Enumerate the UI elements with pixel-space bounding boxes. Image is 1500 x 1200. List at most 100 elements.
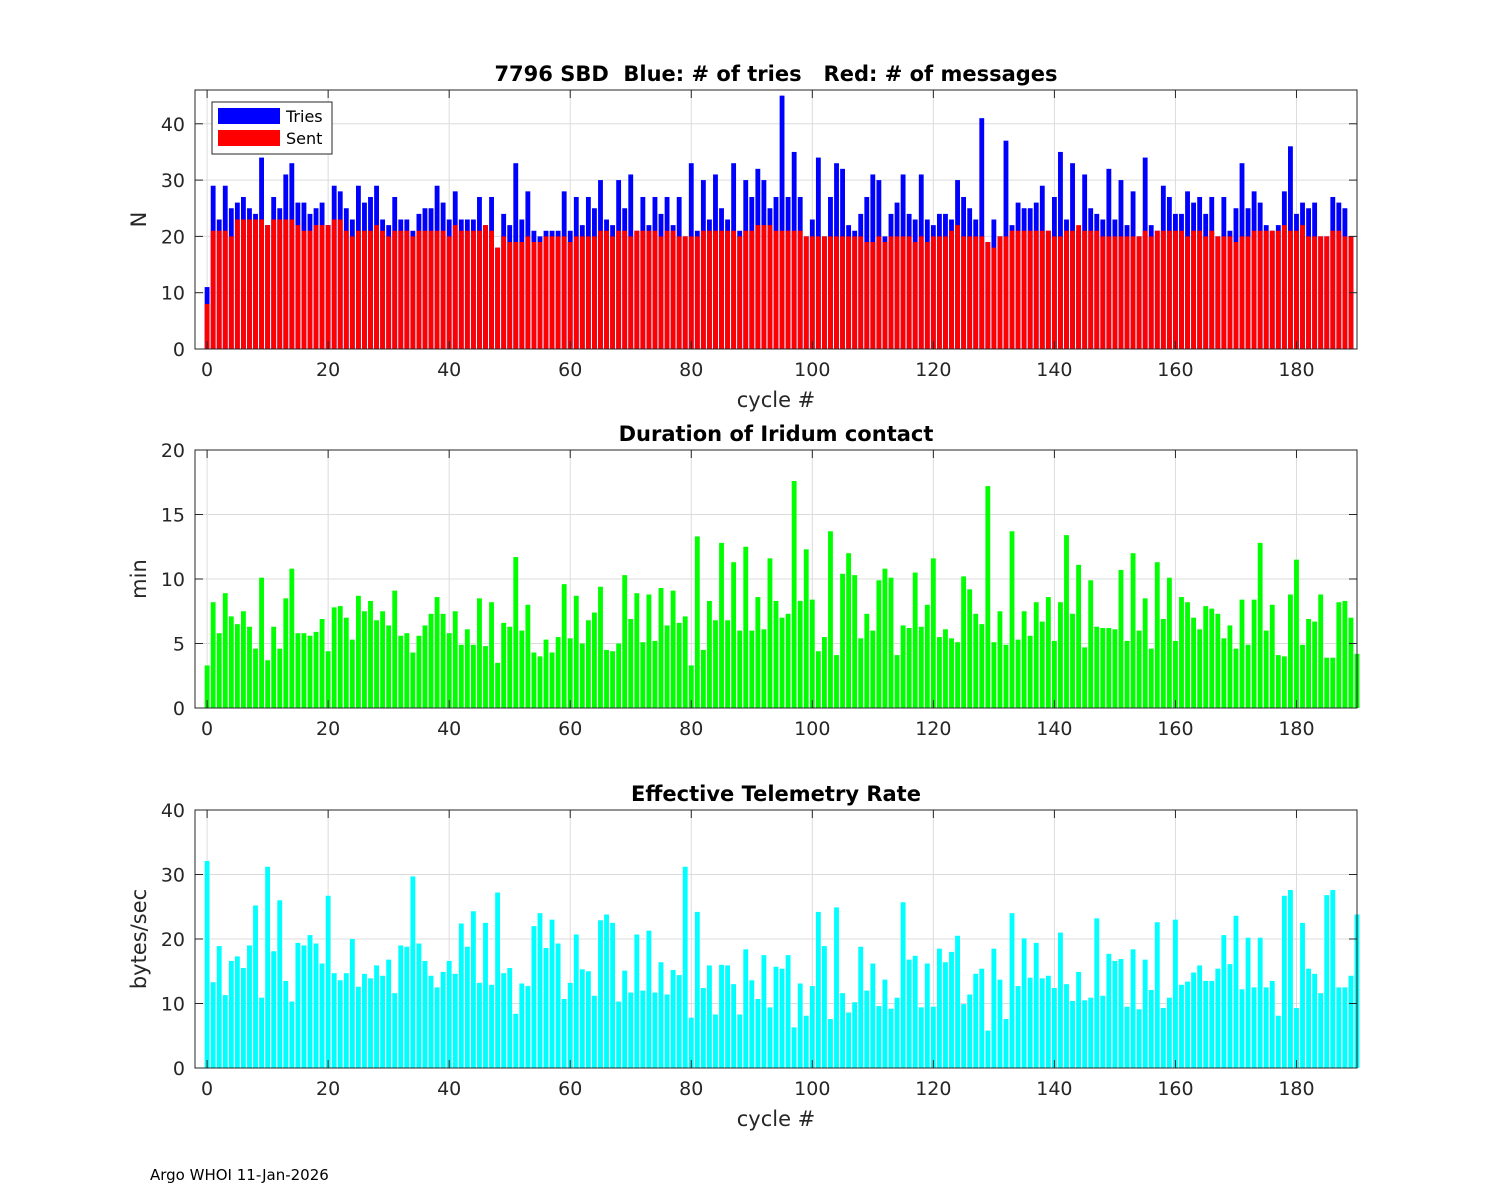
bar-duration-4 — [228, 616, 234, 708]
bar-rate-165 — [1203, 980, 1209, 1068]
x-tick-label: 180 — [1278, 718, 1314, 740]
bar-sent-97 — [791, 230, 797, 349]
bar-rate-37 — [428, 975, 434, 1068]
bar-duration-30 — [386, 625, 392, 708]
bar-sent-53 — [525, 236, 531, 349]
bar-rate-16 — [301, 945, 307, 1068]
bar-sent-121 — [936, 236, 942, 349]
bar-sent-123 — [949, 230, 954, 349]
bar-duration-149 — [1106, 628, 1112, 708]
bar-sent-0 — [204, 303, 210, 349]
bar-sent-188 — [1342, 236, 1348, 349]
bar-duration-115 — [900, 625, 906, 708]
bar-rate-73 — [646, 930, 652, 1068]
bar-duration-27 — [368, 600, 373, 708]
bar-duration-150 — [1112, 629, 1118, 708]
bar-duration-15 — [295, 633, 301, 708]
bar-sent-14 — [289, 219, 295, 349]
bar-sent-175 — [1263, 230, 1269, 349]
bar-rate-5 — [234, 956, 240, 1068]
bar-rate-56 — [543, 948, 549, 1068]
bar-rate-32 — [398, 945, 404, 1068]
bar-sent-98 — [797, 230, 803, 349]
bar-duration-19 — [319, 618, 325, 708]
bar-rate-58 — [555, 943, 561, 1068]
bar-duration-128 — [979, 624, 985, 708]
bar-sent-51 — [513, 242, 519, 349]
x-tick-label: 140 — [1036, 359, 1072, 381]
bar-rate-171 — [1239, 989, 1245, 1068]
bar-sent-162 — [1185, 236, 1190, 349]
chart-title: Effective Telemetry Rate — [631, 782, 921, 806]
bar-duration-31 — [392, 590, 398, 708]
bar-duration-152 — [1124, 640, 1130, 708]
bar-duration-59 — [561, 584, 567, 708]
bar-sent-136 — [1027, 230, 1033, 349]
bar-duration-113 — [888, 577, 894, 708]
bar-sent-99 — [803, 236, 809, 349]
bar-duration-187 — [1336, 602, 1342, 708]
bar-rate-15 — [295, 942, 301, 1068]
bar-sent-71 — [634, 230, 640, 349]
bar-duration-154 — [1136, 630, 1142, 708]
x-tick-label: 60 — [558, 1078, 582, 1100]
bar-sent-139 — [1045, 230, 1051, 349]
bar-sent-62 — [579, 236, 585, 349]
bar-sent-4 — [228, 236, 234, 349]
bar-sent-113 — [888, 236, 894, 349]
bar-rate-86 — [725, 965, 730, 1068]
bar-sent-138 — [1039, 230, 1045, 349]
bar-duration-55 — [537, 656, 543, 708]
bar-duration-23 — [343, 617, 349, 708]
bar-duration-49 — [501, 622, 507, 708]
bar-rate-172 — [1245, 937, 1251, 1068]
bar-sent-68 — [616, 230, 622, 349]
bar-sent-163 — [1191, 230, 1197, 349]
bar-duration-106 — [846, 553, 852, 708]
bar-rate-183 — [1312, 973, 1318, 1068]
bar-duration-134 — [1015, 639, 1021, 708]
bar-duration-103 — [828, 531, 833, 708]
bar-sent-60 — [567, 242, 573, 349]
bar-rate-85 — [719, 964, 724, 1068]
x-tick-label: 180 — [1278, 359, 1314, 381]
x-axis-label: cycle # — [737, 1107, 816, 1131]
bar-duration-21 — [331, 607, 337, 708]
bar-duration-65 — [598, 586, 603, 708]
bar-sent-56 — [543, 236, 549, 349]
bar-rate-90 — [749, 980, 755, 1068]
bar-rate-87 — [731, 984, 737, 1068]
bar-sent-34 — [410, 236, 416, 349]
bar-duration-160 — [1173, 640, 1178, 708]
bar-duration-107 — [852, 575, 858, 708]
bar-rate-93 — [767, 1007, 773, 1068]
bar-duration-98 — [797, 600, 803, 708]
bar-sent-31 — [392, 230, 398, 349]
bar-rate-75 — [658, 962, 664, 1068]
bar-sent-49 — [501, 236, 507, 349]
bar-sent-15 — [295, 225, 301, 349]
bar-rate-42 — [458, 923, 464, 1068]
bar-duration-85 — [719, 542, 724, 708]
bar-sent-7 — [247, 219, 252, 349]
bar-duration-39 — [440, 613, 446, 708]
bar-rate-177 — [1275, 1015, 1281, 1068]
bar-sent-148 — [1100, 236, 1106, 349]
bar-rate-111 — [876, 1006, 882, 1068]
y-tick-label: 20 — [161, 929, 185, 951]
bar-sent-106 — [846, 236, 852, 349]
bar-sent-114 — [894, 236, 900, 349]
bar-rate-28 — [374, 965, 379, 1068]
bar-rate-2 — [216, 946, 222, 1068]
bar-rate-166 — [1209, 980, 1215, 1068]
bar-duration-114 — [894, 655, 900, 708]
bar-duration-14 — [289, 568, 295, 708]
bar-sent-54 — [531, 242, 537, 349]
y-axis-label: bytes/sec — [127, 889, 151, 989]
bar-rate-34 — [410, 876, 416, 1068]
bar-duration-158 — [1160, 618, 1166, 708]
bar-rate-0 — [204, 860, 210, 1068]
bar-rate-51 — [513, 1013, 519, 1068]
bar-rate-126 — [967, 994, 973, 1068]
bar-sent-142 — [1064, 230, 1069, 349]
